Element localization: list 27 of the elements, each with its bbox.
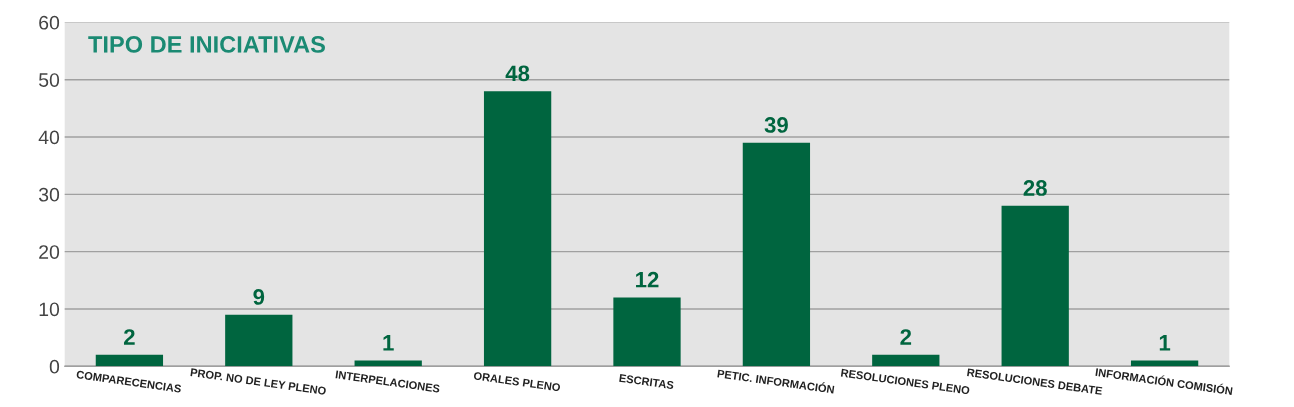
y-tick-label: 60 <box>39 15 60 30</box>
bar <box>1001 205 1069 367</box>
data-label: 1 <box>383 335 394 351</box>
bar <box>613 297 681 367</box>
chart-title: TIPO DE INICIATIVAS <box>88 36 325 53</box>
bar <box>95 354 164 367</box>
x-tick-label: PROP. NO DE LEY PLENO <box>190 368 327 395</box>
y-tick-label: 30 <box>38 187 60 202</box>
bar <box>225 314 293 367</box>
bar <box>483 91 552 367</box>
x-tick-label: ESCRITAS <box>619 373 674 390</box>
data-label: 2 <box>900 329 912 345</box>
bar <box>872 354 940 367</box>
y-tick-label: 20 <box>39 245 60 259</box>
y-tick-label: 0 <box>49 359 60 374</box>
bar <box>742 142 811 367</box>
data-label: 2 <box>123 329 135 345</box>
data-label: 28 <box>1023 180 1047 196</box>
data-label: 1 <box>1159 335 1171 351</box>
data-label: 9 <box>253 289 265 305</box>
data-label: 12 <box>636 271 659 288</box>
data-label: 39 <box>764 117 788 133</box>
data-label: 48 <box>505 65 530 82</box>
x-tick-label: ORALES PLENO <box>473 371 561 392</box>
y-tick-label: 40 <box>38 130 60 145</box>
y-tick-label: 10 <box>39 302 60 317</box>
y-tick-label: 50 <box>38 73 60 87</box>
